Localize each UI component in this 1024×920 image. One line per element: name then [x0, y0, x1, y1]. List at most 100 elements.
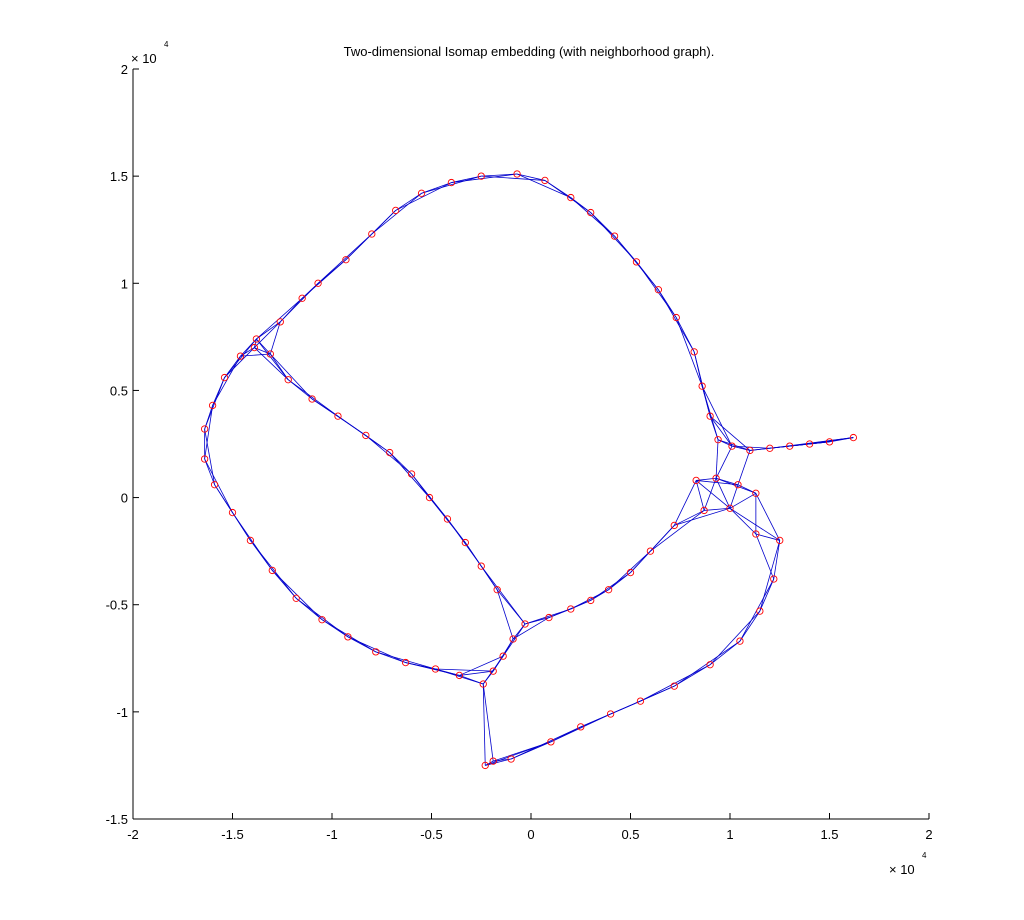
graph-edge — [295, 597, 323, 621]
x-multiplier-exponent: 4 — [922, 851, 927, 860]
data-point — [726, 504, 734, 512]
data-point — [825, 438, 834, 446]
graph-edge — [254, 338, 257, 348]
data-point — [481, 761, 489, 770]
graph-edge — [717, 439, 751, 451]
x-tick-label: 1.5 — [820, 827, 838, 842]
y-tick-label: 1.5 — [110, 169, 128, 184]
y-tick-label: 0.5 — [110, 383, 128, 398]
x-tick-label: -0.5 — [420, 827, 442, 842]
data-point — [443, 515, 452, 523]
graph-edge — [482, 683, 494, 762]
graph-edge — [715, 439, 719, 479]
graph-edge — [737, 450, 751, 485]
graph-edge — [650, 510, 705, 552]
data-point — [228, 508, 237, 517]
data-point — [712, 474, 720, 482]
graph-edge — [524, 617, 550, 625]
graph-edge — [287, 379, 339, 417]
data-point — [314, 279, 322, 287]
graph-edge — [524, 608, 571, 625]
data-point — [706, 412, 714, 420]
data-point — [417, 189, 426, 197]
graph-edge — [256, 338, 289, 380]
graph-edge — [739, 610, 761, 642]
graph-edge — [674, 510, 705, 526]
graph-edge — [704, 507, 731, 511]
data-point — [736, 637, 744, 645]
data-point — [728, 442, 736, 450]
graph-edge — [482, 670, 494, 685]
y-tick-label: 0 — [121, 491, 128, 506]
data-point — [344, 633, 352, 641]
data-point — [604, 586, 613, 594]
graph-edge — [270, 353, 313, 400]
data-point — [455, 671, 464, 680]
graph-edge — [482, 683, 486, 766]
data-point — [752, 489, 760, 497]
y-tick-label: -0.5 — [106, 598, 128, 613]
graph-edge — [773, 540, 781, 580]
data-point — [447, 178, 456, 187]
data-point — [786, 442, 794, 450]
data-point — [547, 738, 555, 746]
data-point — [425, 493, 434, 502]
graph-edge — [759, 540, 781, 612]
graph-edge — [435, 668, 494, 672]
data-point — [372, 648, 380, 656]
graph-edge — [636, 261, 677, 318]
data-point — [606, 710, 615, 718]
data-point — [292, 594, 300, 602]
y-tick-label: 1 — [121, 276, 128, 291]
data-point — [706, 661, 714, 669]
data-point — [489, 667, 497, 675]
data-point — [318, 616, 326, 624]
data-point — [752, 530, 760, 538]
graph-edge — [295, 597, 349, 638]
graph-edge — [729, 508, 757, 535]
graph-edge — [224, 347, 255, 378]
data-point — [276, 318, 284, 326]
data-point — [734, 481, 742, 489]
graph-edge — [729, 484, 739, 509]
graph-edge — [674, 664, 711, 687]
x-multiplier-base: × 10 — [889, 862, 915, 877]
graph-edge — [769, 437, 854, 449]
data-point — [626, 568, 635, 577]
data-point — [776, 536, 784, 545]
data-point — [386, 448, 394, 457]
data-point — [252, 335, 261, 343]
graph-edge — [365, 435, 412, 475]
data-point — [284, 376, 292, 384]
data-point — [210, 481, 219, 489]
data-point — [461, 538, 469, 547]
graph-edge — [512, 617, 550, 640]
y-tick-label: 2 — [121, 62, 128, 77]
graph-edge — [715, 477, 757, 494]
data-point — [493, 586, 501, 594]
graph-edge — [459, 655, 504, 676]
data-point — [700, 506, 708, 515]
graph-edge — [510, 726, 581, 760]
data-point — [670, 682, 678, 690]
data-point — [431, 665, 440, 673]
data-point — [266, 350, 274, 358]
data-point — [746, 446, 754, 455]
y-tick-label: -1 — [116, 705, 128, 720]
graph-edge — [214, 484, 233, 513]
y-tick-label: -1.5 — [106, 812, 128, 827]
data-point — [334, 412, 342, 420]
x-tick-label: 0.5 — [621, 827, 639, 842]
graph-edge — [695, 480, 731, 509]
graph-edge — [709, 415, 751, 451]
graph-edge — [755, 533, 775, 580]
graph-edge — [703, 478, 717, 511]
data-point — [632, 258, 641, 266]
x-multiplier: × 10 4 — [889, 851, 927, 877]
data-point — [342, 256, 350, 264]
data-point — [567, 605, 575, 613]
data-point — [636, 697, 645, 705]
graph-edge — [696, 480, 739, 486]
data-point — [849, 433, 858, 442]
y-multiplier: × 10 4 — [131, 40, 169, 66]
